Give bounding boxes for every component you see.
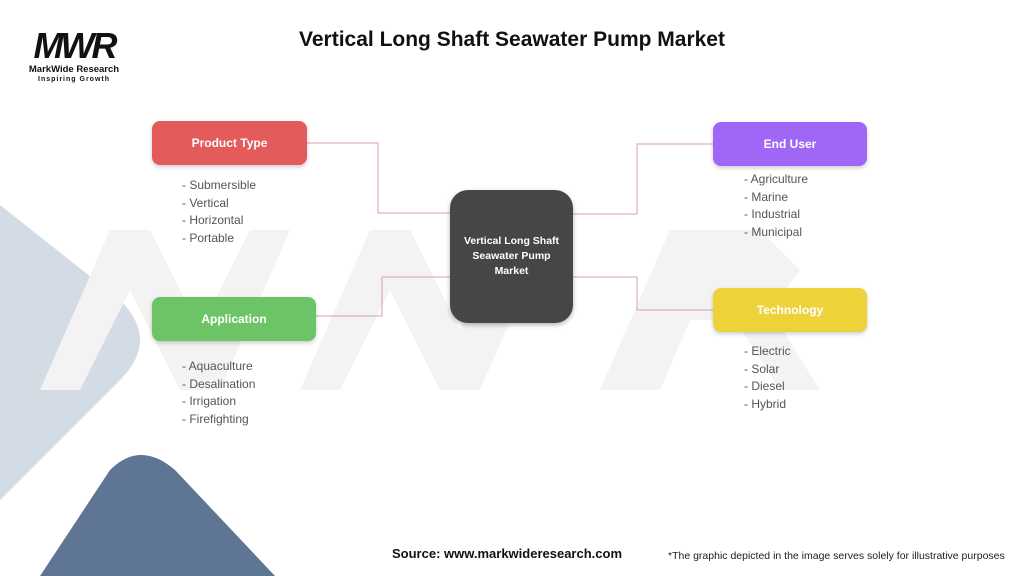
connector-application: [316, 276, 450, 317]
list-item: - Firefighting: [182, 411, 249, 426]
connector-product-type: [307, 142, 450, 214]
list-technology: - Electric - Solar - Diesel - Hybrid: [744, 343, 791, 413]
node-end-user: End User: [713, 122, 867, 166]
list-item: - Municipal: [744, 224, 803, 239]
node-technology: Technology: [713, 288, 867, 332]
disclaimer-text: *The graphic depicted in the image serve…: [668, 550, 1005, 562]
list-item: - Solar: [744, 361, 780, 376]
list-end-user: - Agriculture - Marine - Industrial - Mu…: [744, 171, 808, 241]
list-item: - Industrial: [744, 207, 801, 221]
list-item: - Diesel: [744, 379, 785, 393]
list-item: - Hybrid: [744, 396, 787, 411]
logo: MWR MarkWide Research Inspiring Growth: [18, 28, 130, 84]
logo-mark: MWR: [33, 25, 118, 66]
center-node: Vertical Long Shaft Seawater Pump Market: [450, 190, 573, 323]
connectors: [307, 142, 713, 317]
connector-end-user: [563, 143, 713, 215]
logo-name: MarkWide Research: [28, 64, 120, 75]
list-item: - Vertical: [182, 195, 229, 210]
node-application: Application: [152, 297, 316, 341]
list-item: - Submersible: [182, 178, 257, 192]
list-item: - Aquaculture: [182, 359, 253, 373]
bg-shape-dark: [40, 455, 275, 576]
node-product-type: Product Type: [152, 121, 307, 165]
source-text: Source: www.markwideresearch.com: [392, 546, 623, 561]
list-application: - Aquaculture - Desalination - Irrigatio…: [182, 358, 255, 428]
logo-tagline: Inspiring Growth: [38, 76, 110, 83]
list-item: - Portable: [182, 230, 235, 245]
list-item: - Desalination: [182, 376, 256, 391]
list-product-type: - Submersible - Vertical - Horizontal - …: [182, 177, 256, 247]
connector-technology: [563, 276, 713, 311]
list-item: - Irrigation: [182, 394, 237, 408]
list-item: - Marine: [744, 189, 789, 204]
page-title: Vertical Long Shaft Seawater Pump Market: [299, 28, 725, 51]
list-item: - Horizontal: [182, 213, 244, 227]
list-item: - Electric: [744, 344, 791, 358]
list-item: - Agriculture: [744, 172, 809, 186]
